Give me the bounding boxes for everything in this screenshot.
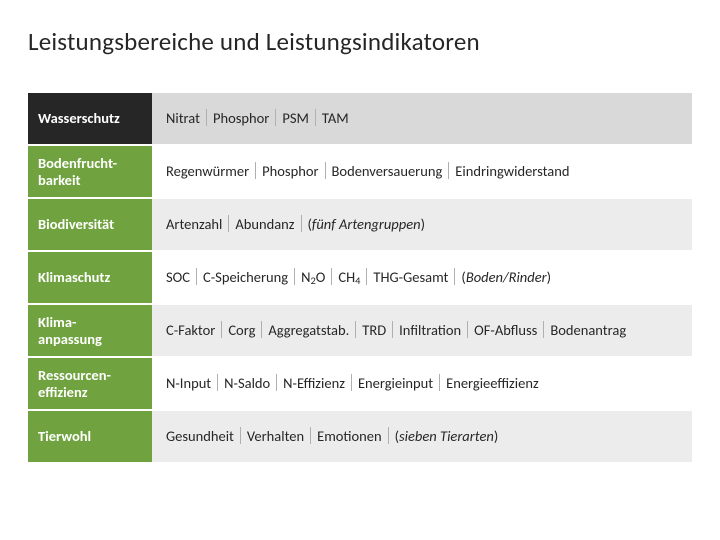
separator xyxy=(454,268,455,285)
row-content: Nitrat Phosphor PSM TAM xyxy=(152,93,692,144)
indicator: Corg xyxy=(228,321,255,339)
indicator: OF-Abfluss xyxy=(474,321,537,339)
indicator: Infiltration xyxy=(399,321,461,339)
indicator: Energieeffizienz xyxy=(446,374,539,392)
separator xyxy=(221,321,222,338)
separator xyxy=(310,427,311,444)
separator xyxy=(351,374,352,391)
indicator: N2O xyxy=(301,268,325,286)
separator xyxy=(366,268,367,285)
indicator-list: Regenwürmer Phosphor Bodenversauerung Eindr… xyxy=(166,162,569,180)
indicator: Eindringwiderstand xyxy=(455,162,569,180)
indicator: Bodenantrag xyxy=(550,321,626,339)
separator xyxy=(261,321,262,338)
separator xyxy=(543,321,544,338)
table-row: Ressourcen-effizienz N-Input N-Saldo N-Effi… xyxy=(28,358,692,409)
separator xyxy=(255,162,256,179)
row-label: Biodiversität xyxy=(28,199,152,250)
row-label: Klimaschutz xyxy=(28,252,152,303)
indicator-list: Artenzahl Abundanz (fünf Artengruppen) xyxy=(166,215,425,233)
separator xyxy=(294,268,295,285)
indicator-list: N-Input N-Saldo N-Effizienz Energieinput Ene… xyxy=(166,374,539,392)
separator xyxy=(240,427,241,444)
separator xyxy=(388,427,389,444)
indicator: C-Speicherung xyxy=(203,268,288,286)
separator xyxy=(275,109,276,126)
indicator: Abundanz xyxy=(235,215,294,233)
indicator: Artenzahl xyxy=(166,215,222,233)
row-content: SOC C-Speicherung N2O CH4 THG-Gesamt (Boden/R… xyxy=(152,252,692,303)
separator xyxy=(276,374,277,391)
indicator-table: Wasserschutz Nitrat Phosphor PSM TAM Bodenfru… xyxy=(28,91,692,464)
row-label: Tierwohl xyxy=(28,411,152,462)
indicator: Nitrat xyxy=(166,109,200,127)
row-label: Wasserschutz xyxy=(28,93,152,144)
indicator: SOC xyxy=(166,268,190,286)
separator xyxy=(392,321,393,338)
row-content: C-Faktor Corg Aggregatstab. TRD Infiltration… xyxy=(152,305,692,356)
row-note: (sieben Tierarten) xyxy=(395,427,499,445)
indicator: Gesundheit xyxy=(166,427,234,445)
separator xyxy=(331,268,332,285)
indicator-list: C-Faktor Corg Aggregatstab. TRD Infiltration… xyxy=(166,321,626,339)
indicator: Regenwürmer xyxy=(166,162,249,180)
separator xyxy=(448,162,449,179)
indicator: Phosphor xyxy=(262,162,318,180)
indicator: CH4 xyxy=(338,268,360,286)
table-row: Klimaschutz SOC C-Speicherung N2O CH4 THG-Ges… xyxy=(28,252,692,303)
row-note: (fünf Artengruppen) xyxy=(308,215,425,233)
separator xyxy=(325,162,326,179)
separator xyxy=(439,374,440,391)
indicator-list: Nitrat Phosphor PSM TAM xyxy=(166,109,349,127)
indicator: N-Effizienz xyxy=(283,374,345,392)
indicator: THG-Gesamt xyxy=(373,268,448,286)
slide-title: Leistungsbereiche und Leistungsindikator… xyxy=(28,26,692,57)
indicator: Emotionen xyxy=(317,427,382,445)
table-body: Wasserschutz Nitrat Phosphor PSM TAM Bodenfru… xyxy=(28,93,692,462)
indicator-list: SOC C-Speicherung N2O CH4 THG-Gesamt (Boden/R… xyxy=(166,268,551,286)
row-label: Klima-anpassung xyxy=(28,305,152,356)
indicator-list: Gesundheit Verhalten Emotionen (sieben Tier… xyxy=(166,427,498,445)
indicator: Aggregatstab. xyxy=(268,321,349,339)
separator xyxy=(315,109,316,126)
separator xyxy=(301,215,302,232)
separator xyxy=(206,109,207,126)
indicator: PSM xyxy=(282,109,309,127)
row-content: Artenzahl Abundanz (fünf Artengruppen) xyxy=(152,199,692,250)
table-row: Klima-anpassung C-Faktor Corg Aggregatstab.… xyxy=(28,305,692,356)
separator xyxy=(196,268,197,285)
indicator: TRD xyxy=(362,321,386,339)
table-row: Wasserschutz Nitrat Phosphor PSM TAM xyxy=(28,93,692,144)
row-content: Gesundheit Verhalten Emotionen (sieben Tier… xyxy=(152,411,692,462)
indicator: Verhalten xyxy=(247,427,304,445)
indicator: TAM xyxy=(322,109,349,127)
row-label: Ressourcen-effizienz xyxy=(28,358,152,409)
indicator: C-Faktor xyxy=(166,321,215,339)
indicator: Energieinput xyxy=(358,374,433,392)
indicator: Phosphor xyxy=(213,109,269,127)
indicator: N-Input xyxy=(166,374,211,392)
row-content: Regenwürmer Phosphor Bodenversauerung Eindr… xyxy=(152,146,692,197)
separator xyxy=(217,374,218,391)
indicator: Bodenversauerung xyxy=(332,162,443,180)
separator xyxy=(467,321,468,338)
table-row: Bodenfrucht-barkeit Regenwürmer Phosphor Bo… xyxy=(28,146,692,197)
table-row: Tierwohl Gesundheit Verhalten Emotionen (sie… xyxy=(28,411,692,462)
row-label: Bodenfrucht-barkeit xyxy=(28,146,152,197)
table-row: Biodiversität Artenzahl Abundanz (fünf Arte… xyxy=(28,199,692,250)
row-content: N-Input N-Saldo N-Effizienz Energieinput Ene… xyxy=(152,358,692,409)
row-note: (Boden/Rinder) xyxy=(461,268,551,286)
separator xyxy=(228,215,229,232)
indicator: N-Saldo xyxy=(224,374,270,392)
slide: Leistungsbereiche und Leistungsindikator… xyxy=(0,0,720,540)
separator xyxy=(355,321,356,338)
